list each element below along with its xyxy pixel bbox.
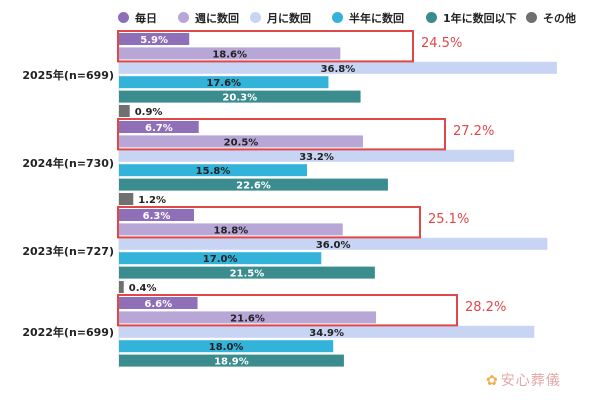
legend-swatch-5 — [526, 12, 537, 23]
group-label-1: 2024年(n=730) — [22, 157, 114, 170]
data-label-0-3: 17.6% — [206, 78, 241, 89]
highlight-sum-1: 27.2% — [453, 124, 495, 139]
bar-2-2 — [119, 237, 548, 250]
bar-1-5 — [119, 193, 134, 205]
bar-2-1 — [119, 223, 343, 236]
bar-0-2 — [119, 61, 557, 74]
legend-swatch-3 — [332, 12, 343, 23]
bar-3-0 — [119, 297, 198, 309]
legend-item-0: 毎日 — [118, 10, 157, 26]
data-label-3-3: 18.0% — [209, 342, 244, 353]
data-label-2-1: 18.8% — [214, 225, 249, 236]
legend-label-4: 1年に数回以下 — [443, 12, 517, 25]
legend-item-3: 半年に数回 — [332, 10, 404, 26]
legend-item-2: 月に数回 — [250, 10, 311, 26]
bar-0-4 — [119, 90, 361, 103]
bar-1-3 — [119, 164, 308, 177]
data-label-0-4: 20.3% — [222, 93, 257, 104]
highlight-box-0 — [117, 30, 414, 63]
data-label-1-0: 6.7% — [145, 123, 173, 134]
bar-1-2 — [119, 149, 515, 162]
bar-1-4 — [119, 178, 388, 191]
data-label-3-4: 18.9% — [214, 357, 249, 368]
data-label-2-4: 21.5% — [230, 269, 265, 280]
data-label-1-1: 20.5% — [224, 137, 259, 148]
data-label-2-5: 0.4% — [129, 283, 157, 294]
legend-item-4: 1年に数回以下 — [426, 10, 517, 26]
data-label-1-5: 1.2% — [138, 195, 166, 206]
legend-item-1: 週に数回 — [178, 10, 239, 26]
highlight-box-3 — [117, 294, 458, 327]
bar-0-5 — [119, 105, 130, 117]
bar-3-2 — [119, 325, 535, 338]
group-label-0: 2025年(n=699) — [22, 69, 114, 82]
legend-label-1: 週に数回 — [195, 12, 239, 25]
bar-1-1 — [119, 135, 363, 148]
bar-0-1 — [119, 47, 341, 60]
group-label-3: 2022年(n=699) — [22, 325, 114, 339]
legend-swatch-0 — [118, 12, 129, 23]
legend-label-2: 月に数回 — [267, 12, 311, 25]
data-label-0-2: 36.8% — [321, 64, 356, 75]
bar-2-5 — [119, 281, 124, 293]
highlight-sum-3: 28.2% — [465, 300, 507, 315]
data-label-3-2: 34.9% — [309, 328, 344, 339]
watermark-text: 安心葬儀 — [500, 373, 561, 389]
legend-label-0: 毎日 — [135, 12, 157, 25]
legend-label-5: その他 — [543, 12, 576, 25]
chart-legend: 毎日 週に数回 月に数回 半年に数回 1年に数回以下 その他 — [0, 6, 600, 28]
data-label-1-2: 33.2% — [299, 152, 334, 163]
bar-1-0 — [119, 121, 199, 133]
flower-icon: ✿ — [486, 373, 499, 389]
legend-swatch-1 — [178, 12, 189, 23]
watermark-logo: ✿ 安心葬儀 — [486, 370, 561, 390]
bar-3-3 — [119, 340, 334, 353]
bar-2-3 — [119, 252, 322, 265]
highlight-box-2 — [117, 206, 421, 239]
data-label-2-0: 6.3% — [143, 211, 171, 222]
bar-0-0 — [119, 33, 190, 45]
legend-swatch-2 — [250, 12, 261, 23]
data-label-2-2: 36.0% — [316, 240, 351, 251]
bar-3-4 — [119, 354, 344, 367]
group-label-2: 2023年(n=727) — [22, 245, 114, 258]
data-label-3-0: 6.6% — [144, 299, 172, 310]
data-label-1-4: 22.6% — [236, 181, 271, 192]
data-label-0-1: 18.6% — [212, 49, 247, 60]
highlight-box-1 — [117, 118, 446, 151]
bar-3-1 — [119, 311, 377, 324]
data-label-0-0: 5.9% — [140, 35, 168, 46]
data-label-2-3: 17.0% — [203, 254, 238, 265]
bar-2-0 — [119, 209, 194, 221]
legend-swatch-4 — [426, 12, 437, 23]
bar-2-4 — [119, 266, 375, 279]
data-label-1-3: 15.8% — [196, 166, 231, 177]
legend-label-3: 半年に数回 — [349, 12, 404, 25]
data-label-3-1: 21.6% — [230, 313, 265, 324]
bar-0-3 — [119, 76, 329, 89]
data-label-0-5: 0.9% — [135, 107, 163, 118]
highlight-sum-2: 25.1% — [428, 212, 470, 227]
legend-item-5: その他 — [526, 10, 576, 26]
highlight-sum-0: 24.5% — [421, 36, 463, 51]
